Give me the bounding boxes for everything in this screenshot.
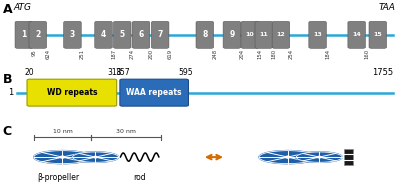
Text: 4: 4 — [101, 30, 106, 39]
Text: TAA: TAA — [378, 3, 395, 12]
Text: 7: 7 — [158, 30, 163, 39]
FancyBboxPatch shape — [120, 79, 188, 106]
FancyBboxPatch shape — [114, 21, 131, 48]
FancyBboxPatch shape — [196, 21, 214, 48]
Text: 187: 187 — [111, 49, 116, 59]
FancyBboxPatch shape — [241, 21, 258, 48]
Polygon shape — [72, 152, 118, 162]
Text: 1: 1 — [21, 30, 26, 39]
Text: C: C — [3, 125, 12, 138]
FancyBboxPatch shape — [272, 21, 290, 48]
Text: 248: 248 — [212, 49, 217, 59]
Text: 204: 204 — [240, 49, 244, 59]
Text: 6: 6 — [138, 30, 144, 39]
Polygon shape — [94, 156, 97, 158]
Text: 184: 184 — [325, 49, 330, 59]
Polygon shape — [34, 151, 91, 164]
Polygon shape — [60, 156, 64, 158]
Text: 624: 624 — [45, 49, 50, 59]
Text: 595: 595 — [179, 68, 193, 77]
Text: 11: 11 — [260, 32, 268, 37]
Text: 10: 10 — [246, 32, 254, 37]
Text: 180: 180 — [271, 49, 276, 59]
Text: 318: 318 — [107, 68, 122, 77]
Text: B: B — [3, 73, 12, 86]
Bar — [344, 149, 352, 165]
FancyBboxPatch shape — [255, 21, 272, 48]
FancyBboxPatch shape — [151, 21, 169, 48]
Text: 357: 357 — [115, 68, 130, 77]
Text: 619: 619 — [168, 49, 173, 59]
Text: 2: 2 — [35, 30, 40, 39]
Text: WD repeats: WD repeats — [46, 88, 97, 97]
Text: 154: 154 — [258, 49, 262, 59]
Text: WAA repeats: WAA repeats — [126, 88, 182, 97]
Text: 8: 8 — [202, 30, 208, 39]
Text: 1: 1 — [8, 88, 14, 97]
Text: 200: 200 — [148, 49, 154, 59]
FancyBboxPatch shape — [95, 21, 112, 48]
Text: 3: 3 — [70, 30, 75, 39]
Text: 15: 15 — [374, 32, 382, 37]
Text: 254: 254 — [288, 49, 294, 59]
FancyBboxPatch shape — [132, 21, 150, 48]
Text: 5: 5 — [120, 30, 125, 39]
FancyBboxPatch shape — [369, 21, 386, 48]
Text: β-propeller: β-propeller — [38, 173, 80, 182]
FancyBboxPatch shape — [29, 21, 46, 48]
Text: 160: 160 — [364, 49, 369, 59]
Polygon shape — [318, 156, 321, 158]
Text: 274: 274 — [130, 49, 135, 59]
Text: 9: 9 — [229, 30, 234, 39]
Text: 10 nm: 10 nm — [52, 129, 72, 134]
Text: rod: rod — [133, 173, 146, 182]
Text: 95: 95 — [31, 49, 36, 56]
Text: ATG: ATG — [14, 3, 32, 12]
FancyBboxPatch shape — [64, 21, 81, 48]
Text: 251: 251 — [80, 49, 85, 59]
Text: 30 nm: 30 nm — [116, 129, 136, 134]
Text: 14: 14 — [352, 32, 361, 37]
Text: 20: 20 — [24, 68, 34, 77]
Polygon shape — [296, 152, 342, 162]
FancyBboxPatch shape — [223, 21, 241, 48]
FancyBboxPatch shape — [348, 21, 366, 48]
Text: A: A — [3, 3, 12, 16]
Text: 1755: 1755 — [372, 69, 393, 78]
Text: 12: 12 — [276, 32, 285, 37]
Polygon shape — [286, 156, 290, 158]
Polygon shape — [259, 151, 316, 164]
FancyBboxPatch shape — [15, 21, 32, 48]
FancyBboxPatch shape — [27, 79, 117, 106]
Text: 13: 13 — [313, 32, 322, 37]
FancyBboxPatch shape — [309, 21, 326, 48]
